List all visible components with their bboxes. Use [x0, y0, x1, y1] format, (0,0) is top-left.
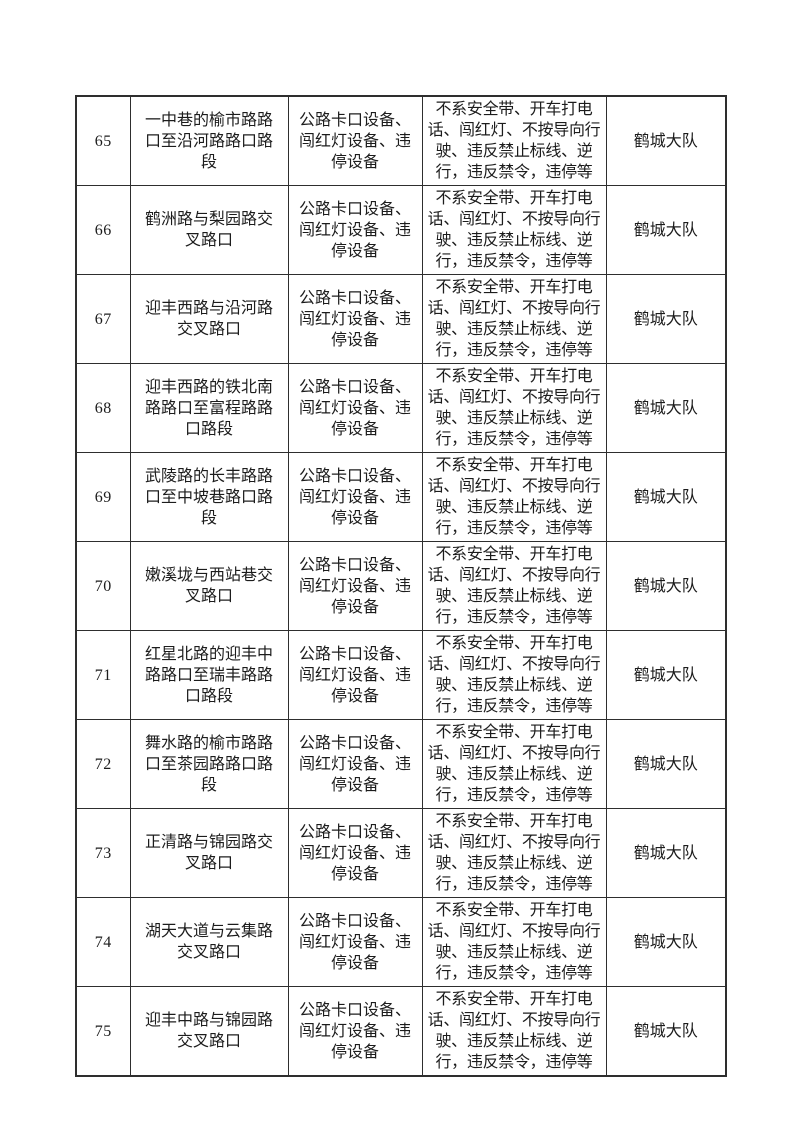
row-number-cell: 67 [75, 274, 131, 364]
enforcement-unit-cell: 鹤城大队 [605, 363, 727, 453]
table-row: 74 湖天大道与云集路交叉路口 公路卡口设备、闯红灯设备、违停设备 不系安全带、… [75, 897, 727, 987]
table-row: 75 迎丰中路与锦园路交叉路口 公路卡口设备、闯红灯设备、违停设备 不系安全带、… [75, 986, 727, 1077]
enforcement-unit-cell: 鹤城大队 [605, 185, 727, 275]
road-location-cell: 鹤洲路与梨园路交叉路口 [129, 185, 289, 275]
enforcement-unit-cell: 鹤城大队 [605, 452, 727, 542]
table-row: 71 红星北路的迎丰中路路口至瑞丰路路口路段 公路卡口设备、闯红灯设备、违停设备… [75, 630, 727, 720]
table-row: 73 正清路与锦园路交叉路口 公路卡口设备、闯红灯设备、违停设备 不系安全带、开… [75, 808, 727, 898]
row-number-cell: 73 [75, 808, 131, 898]
road-location-cell: 湖天大道与云集路交叉路口 [129, 897, 289, 987]
enforcement-locations-table: 65 一中巷的榆市路路口至沿河路路口路段 公路卡口设备、闯红灯设备、违停设备 不… [75, 95, 727, 1077]
row-number-cell: 65 [75, 95, 131, 186]
equipment-types-cell: 公路卡口设备、闯红灯设备、违停设备 [287, 185, 423, 275]
road-location-cell: 迎丰西路的铁北南路路口至富程路路口路段 [129, 363, 289, 453]
violation-types-cell: 不系安全带、开车打电话、闯红灯、不按导向行驶、违反禁止标线、逆行，违反禁令，违停… [421, 363, 607, 453]
table-body: 65 一中巷的榆市路路口至沿河路路口路段 公路卡口设备、闯红灯设备、违停设备 不… [75, 95, 727, 1077]
row-number-cell: 66 [75, 185, 131, 275]
violation-types-cell: 不系安全带、开车打电话、闯红灯、不按导向行驶、违反禁止标线、逆行，违反禁令，违停… [421, 274, 607, 364]
equipment-types-cell: 公路卡口设备、闯红灯设备、违停设备 [287, 452, 423, 542]
row-number-cell: 72 [75, 719, 131, 809]
row-number-cell: 71 [75, 630, 131, 720]
row-number-cell: 70 [75, 541, 131, 631]
row-number-cell: 74 [75, 897, 131, 987]
enforcement-unit-cell: 鹤城大队 [605, 808, 727, 898]
equipment-types-cell: 公路卡口设备、闯红灯设备、违停设备 [287, 363, 423, 453]
enforcement-unit-cell: 鹤城大队 [605, 95, 727, 186]
table-row: 72 舞水路的榆市路路口至茶园路路口路段 公路卡口设备、闯红灯设备、违停设备 不… [75, 719, 727, 809]
enforcement-unit-cell: 鹤城大队 [605, 986, 727, 1077]
equipment-types-cell: 公路卡口设备、闯红灯设备、违停设备 [287, 719, 423, 809]
table-row: 65 一中巷的榆市路路口至沿河路路口路段 公路卡口设备、闯红灯设备、违停设备 不… [75, 95, 727, 186]
equipment-types-cell: 公路卡口设备、闯红灯设备、违停设备 [287, 808, 423, 898]
violation-types-cell: 不系安全带、开车打电话、闯红灯、不按导向行驶、违反禁止标线、逆行，违反禁令，违停… [421, 185, 607, 275]
road-location-cell: 武陵路的长丰路路口至中坡巷路口路段 [129, 452, 289, 542]
table-row: 66 鹤洲路与梨园路交叉路口 公路卡口设备、闯红灯设备、违停设备 不系安全带、开… [75, 185, 727, 275]
enforcement-unit-cell: 鹤城大队 [605, 897, 727, 987]
violation-types-cell: 不系安全带、开车打电话、闯红灯、不按导向行驶、违反禁止标线、逆行，违反禁令，违停… [421, 541, 607, 631]
row-number-cell: 75 [75, 986, 131, 1077]
violation-types-cell: 不系安全带、开车打电话、闯红灯、不按导向行驶、违反禁止标线、逆行，违反禁令，违停… [421, 452, 607, 542]
road-location-cell: 舞水路的榆市路路口至茶园路路口路段 [129, 719, 289, 809]
equipment-types-cell: 公路卡口设备、闯红灯设备、违停设备 [287, 274, 423, 364]
equipment-types-cell: 公路卡口设备、闯红灯设备、违停设备 [287, 986, 423, 1077]
row-number-cell: 68 [75, 363, 131, 453]
row-number-cell: 69 [75, 452, 131, 542]
violation-types-cell: 不系安全带、开车打电话、闯红灯、不按导向行驶、违反禁止标线、逆行，违反禁令，违停… [421, 719, 607, 809]
violation-types-cell: 不系安全带、开车打电话、闯红灯、不按导向行驶、违反禁止标线、逆行，违反禁令，违停… [421, 630, 607, 720]
road-location-cell: 迎丰中路与锦园路交叉路口 [129, 986, 289, 1077]
road-location-cell: 一中巷的榆市路路口至沿河路路口路段 [129, 95, 289, 186]
violation-types-cell: 不系安全带、开车打电话、闯红灯、不按导向行驶、违反禁止标线、逆行，违反禁令，违停… [421, 897, 607, 987]
table-row: 69 武陵路的长丰路路口至中坡巷路口路段 公路卡口设备、闯红灯设备、违停设备 不… [75, 452, 727, 542]
enforcement-unit-cell: 鹤城大队 [605, 274, 727, 364]
violation-types-cell: 不系安全带、开车打电话、闯红灯、不按导向行驶、违反禁止标线、逆行，违反禁令，违停… [421, 808, 607, 898]
equipment-types-cell: 公路卡口设备、闯红灯设备、违停设备 [287, 897, 423, 987]
road-location-cell: 嫩溪垅与西站巷交叉路口 [129, 541, 289, 631]
violation-types-cell: 不系安全带、开车打电话、闯红灯、不按导向行驶、违反禁止标线、逆行，违反禁令，违停… [421, 986, 607, 1077]
road-location-cell: 红星北路的迎丰中路路口至瑞丰路路口路段 [129, 630, 289, 720]
road-location-cell: 迎丰西路与沿河路交叉路口 [129, 274, 289, 364]
table-row: 67 迎丰西路与沿河路交叉路口 公路卡口设备、闯红灯设备、违停设备 不系安全带、… [75, 274, 727, 364]
enforcement-unit-cell: 鹤城大队 [605, 630, 727, 720]
road-location-cell: 正清路与锦园路交叉路口 [129, 808, 289, 898]
enforcement-unit-cell: 鹤城大队 [605, 541, 727, 631]
table-row: 70 嫩溪垅与西站巷交叉路口 公路卡口设备、闯红灯设备、违停设备 不系安全带、开… [75, 541, 727, 631]
equipment-types-cell: 公路卡口设备、闯红灯设备、违停设备 [287, 95, 423, 186]
violation-types-cell: 不系安全带、开车打电话、闯红灯、不按导向行驶、违反禁止标线、逆行，违反禁令，违停… [421, 95, 607, 186]
equipment-types-cell: 公路卡口设备、闯红灯设备、违停设备 [287, 630, 423, 720]
enforcement-unit-cell: 鹤城大队 [605, 719, 727, 809]
equipment-types-cell: 公路卡口设备、闯红灯设备、违停设备 [287, 541, 423, 631]
table-row: 68 迎丰西路的铁北南路路口至富程路路口路段 公路卡口设备、闯红灯设备、违停设备… [75, 363, 727, 453]
